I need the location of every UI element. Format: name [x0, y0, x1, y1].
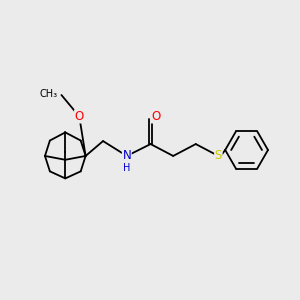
Text: S: S — [215, 149, 222, 162]
Text: H: H — [123, 164, 130, 173]
Text: CH₃: CH₃ — [40, 89, 58, 99]
Text: O: O — [75, 110, 84, 123]
Text: O: O — [151, 110, 160, 123]
Text: N: N — [122, 149, 131, 162]
